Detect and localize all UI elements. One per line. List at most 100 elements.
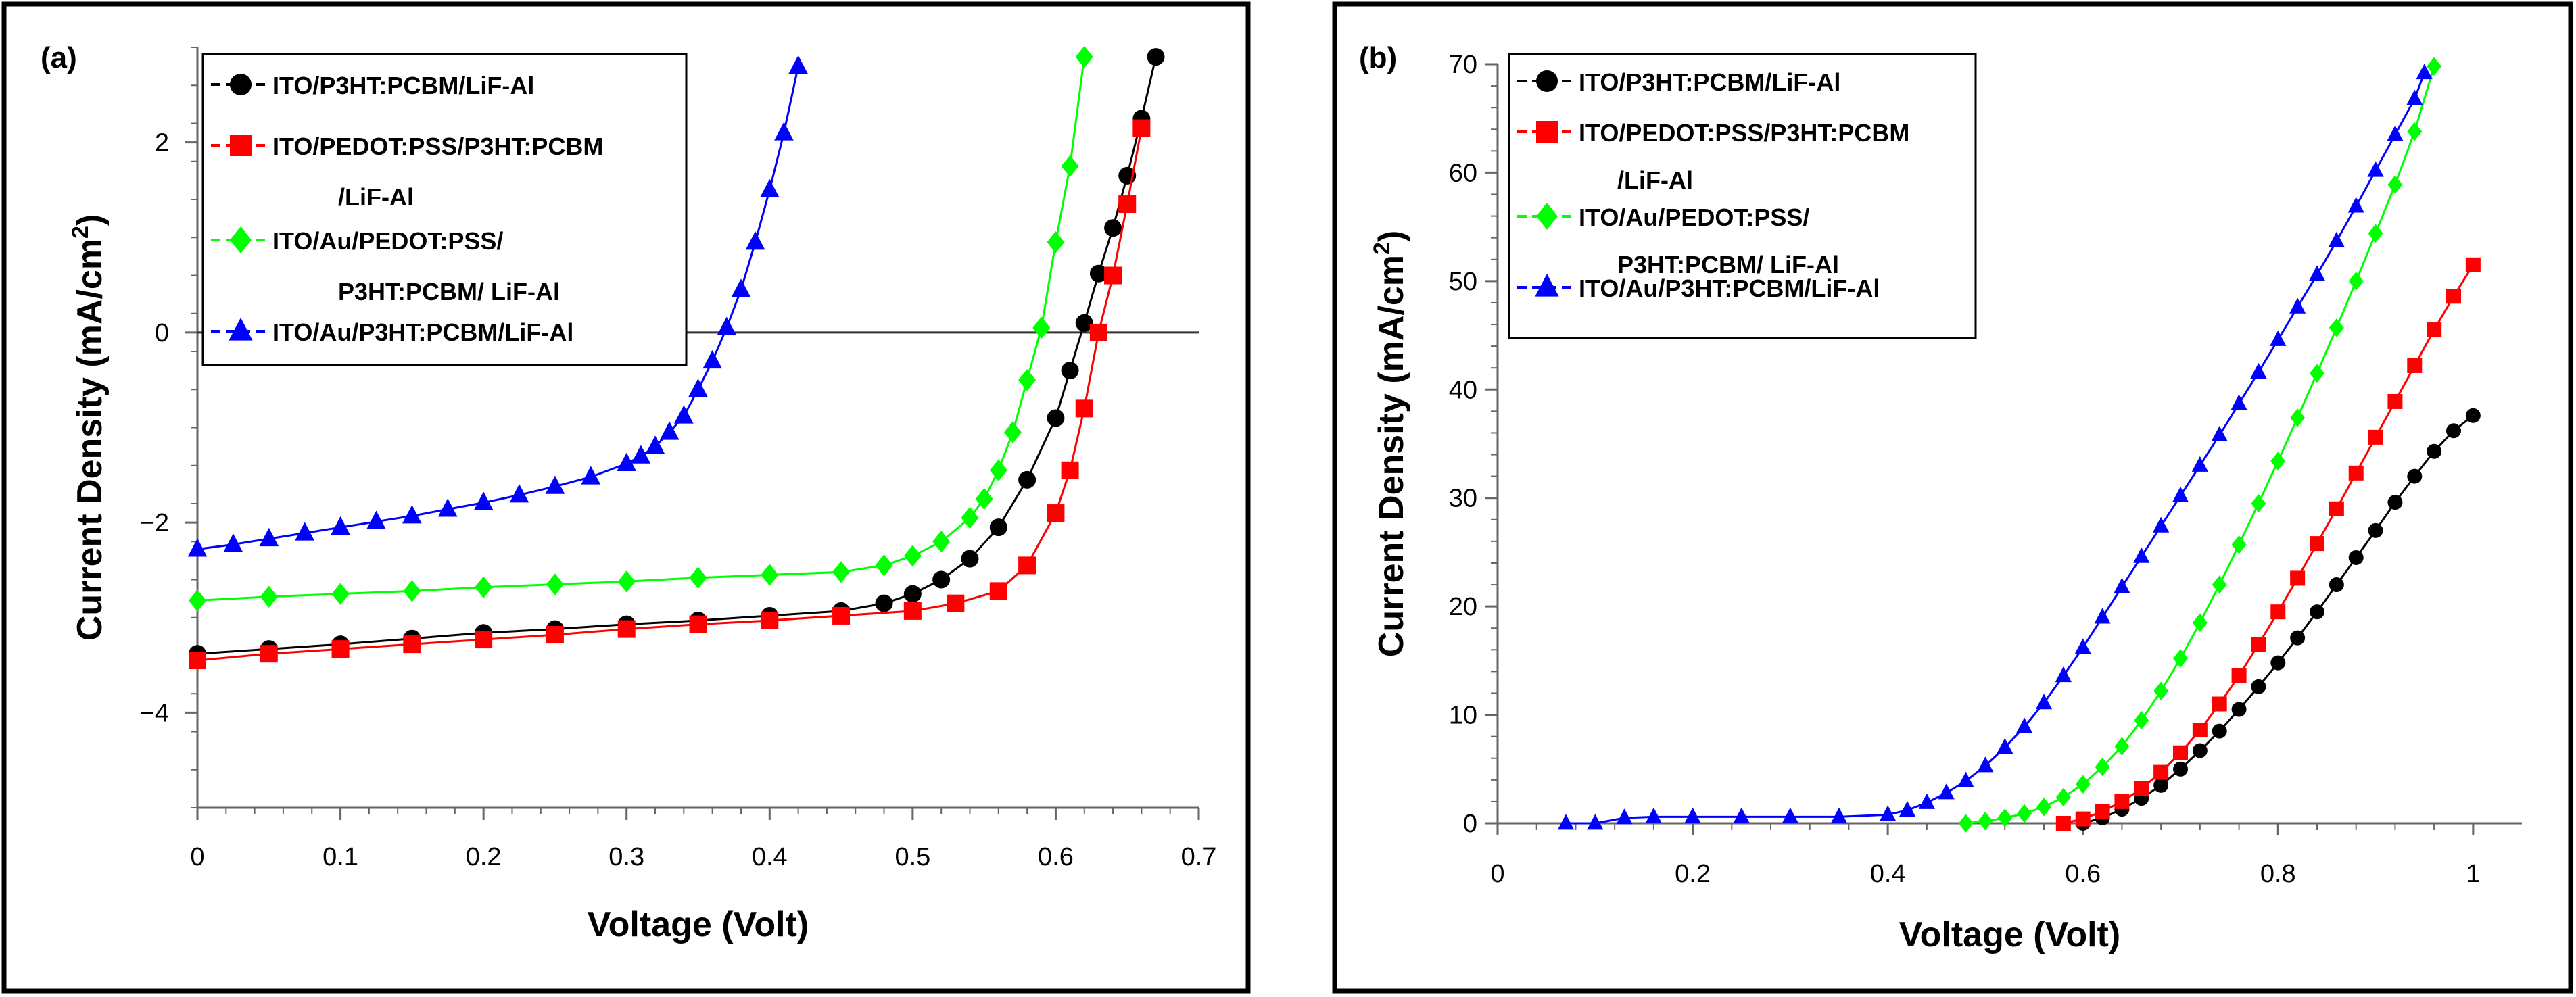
x-tick-label: 0.3: [609, 843, 644, 871]
panel-b-label: (b): [1359, 41, 1397, 74]
legend-label: ITO/P3HT:PCBM/LiF-Al: [1579, 68, 1840, 96]
legend-label: ITO/PEDOT:PSS/P3HT:PCBM: [272, 132, 603, 160]
data-point: [2349, 550, 2364, 565]
data-point: [2446, 423, 2461, 438]
legend: ITO/P3HT:PCBM/LiF-Al ITO/PEDOT:PSS/P3HT:P…: [203, 54, 686, 365]
x-tick-label: 1: [2466, 860, 2480, 888]
data-point: [2153, 778, 2168, 793]
data-point: [2446, 289, 2461, 303]
data-point: [2349, 466, 2364, 481]
data-point: [947, 595, 964, 612]
data-point: [990, 518, 1007, 536]
data-point: [2270, 604, 2285, 619]
y-tick-label: 10: [1449, 702, 1477, 730]
y-tick-label: 70: [1449, 51, 1477, 79]
data-point: [990, 582, 1007, 600]
data-point: [2290, 631, 2305, 646]
data-point: [1018, 556, 1036, 574]
y-tick-label: 0: [155, 319, 169, 347]
data-point: [876, 595, 893, 612]
y-tick-label: 20: [1449, 593, 1477, 621]
legend-label: ITO/Au/P3HT:PCBM/LiF-Al: [1579, 274, 1880, 302]
y-axis-label-end: ): [70, 214, 110, 226]
y-axis-label-main: Current Density (mA/cm: [1372, 255, 1411, 657]
data-point: [2251, 637, 2266, 652]
y-axis-label-sup: 2: [1369, 242, 1395, 255]
data-point: [1147, 48, 1165, 66]
x-tick-label: 0.6: [1038, 843, 1074, 871]
data-point: [2212, 724, 2227, 739]
data-point: [260, 645, 278, 662]
legend-label: /LiF-Al: [1617, 166, 1693, 194]
data-point: [189, 652, 206, 669]
data-point: [2329, 577, 2344, 592]
x-tick-label: 0.4: [752, 843, 788, 871]
data-point: [2466, 258, 2481, 272]
data-point: [1104, 267, 1122, 285]
legend-marker: [230, 74, 252, 95]
y-tick-label: 30: [1449, 485, 1477, 513]
data-point: [332, 640, 350, 658]
x-axis-label: Voltage (Volt): [588, 905, 809, 944]
data-point: [2153, 765, 2168, 780]
data-point: [1104, 219, 1122, 237]
legend: ITO/P3HT:PCBM/LiF-Al ITO/PEDOT:PSS/P3HT:P…: [1509, 54, 1976, 338]
data-point: [1076, 399, 1093, 417]
data-point: [2427, 322, 2441, 337]
legend-label: ITO/Au/PEDOT:PSS/: [272, 227, 503, 255]
data-point: [2407, 358, 2422, 373]
y-tick-label: 2: [155, 129, 169, 157]
y-tick-label: 50: [1449, 268, 1477, 296]
legend-label: ITO/P3HT:PCBM/LiF-Al: [272, 72, 534, 99]
x-tick-label: 0: [190, 843, 204, 871]
legend-label: ITO/Au/PEDOT:PSS/: [1579, 203, 1809, 231]
data-point: [2310, 536, 2324, 551]
x-tick-label: 0.8: [2260, 860, 2296, 888]
x-tick-label: 0.5: [895, 843, 930, 871]
data-point: [1047, 409, 1064, 427]
data-point: [690, 616, 707, 633]
data-point: [1090, 324, 1107, 341]
legend-label: P3HT:PCBM/ LiF-Al: [338, 278, 560, 306]
data-point: [904, 602, 922, 620]
data-point: [2387, 394, 2402, 409]
data-point: [761, 612, 778, 629]
data-point: [1047, 504, 1064, 522]
legend-marker: [1536, 70, 1558, 92]
y-axis-label-end: ): [1372, 230, 1411, 242]
y-tick-label: −2: [140, 509, 169, 537]
data-point: [2251, 679, 2266, 694]
data-point: [832, 607, 850, 625]
y-tick-label: 40: [1449, 376, 1477, 404]
x-tick-label: 0.6: [2065, 860, 2101, 888]
data-point: [1118, 195, 1136, 213]
y-tick-label: −4: [140, 699, 169, 727]
x-tick-label: 0.4: [1870, 860, 1906, 888]
data-point: [1062, 362, 1079, 379]
y-tick-label: 0: [1463, 810, 1477, 838]
data-point: [961, 550, 978, 568]
x-tick-label: 0.2: [466, 843, 502, 871]
data-point: [932, 571, 950, 589]
data-point: [2114, 794, 2129, 809]
data-point: [475, 631, 492, 648]
data-point: [904, 585, 922, 603]
y-axis-label-sup: 2: [68, 226, 93, 239]
x-tick-label: 0.1: [323, 843, 358, 871]
legend-label: ITO/PEDOT:PSS/P3HT:PCBM: [1579, 119, 1909, 147]
legend-label: ITO/Au/P3HT:PCBM/LiF-Al: [272, 318, 573, 346]
data-point: [618, 621, 636, 638]
data-point: [1132, 120, 1150, 137]
y-axis-label: Current Density (mA/cm2): [68, 214, 110, 641]
data-point: [2466, 408, 2481, 423]
y-tick-label: 60: [1449, 159, 1477, 187]
data-point: [1018, 471, 1036, 489]
data-point: [2368, 523, 2383, 538]
data-point: [2173, 746, 2188, 760]
x-tick-label: 0.2: [1675, 860, 1711, 888]
data-point: [2056, 816, 2071, 831]
data-point: [2232, 702, 2247, 717]
data-point: [2076, 812, 2091, 827]
data-point: [2212, 697, 2227, 712]
x-tick-label: 0.7: [1181, 843, 1217, 871]
